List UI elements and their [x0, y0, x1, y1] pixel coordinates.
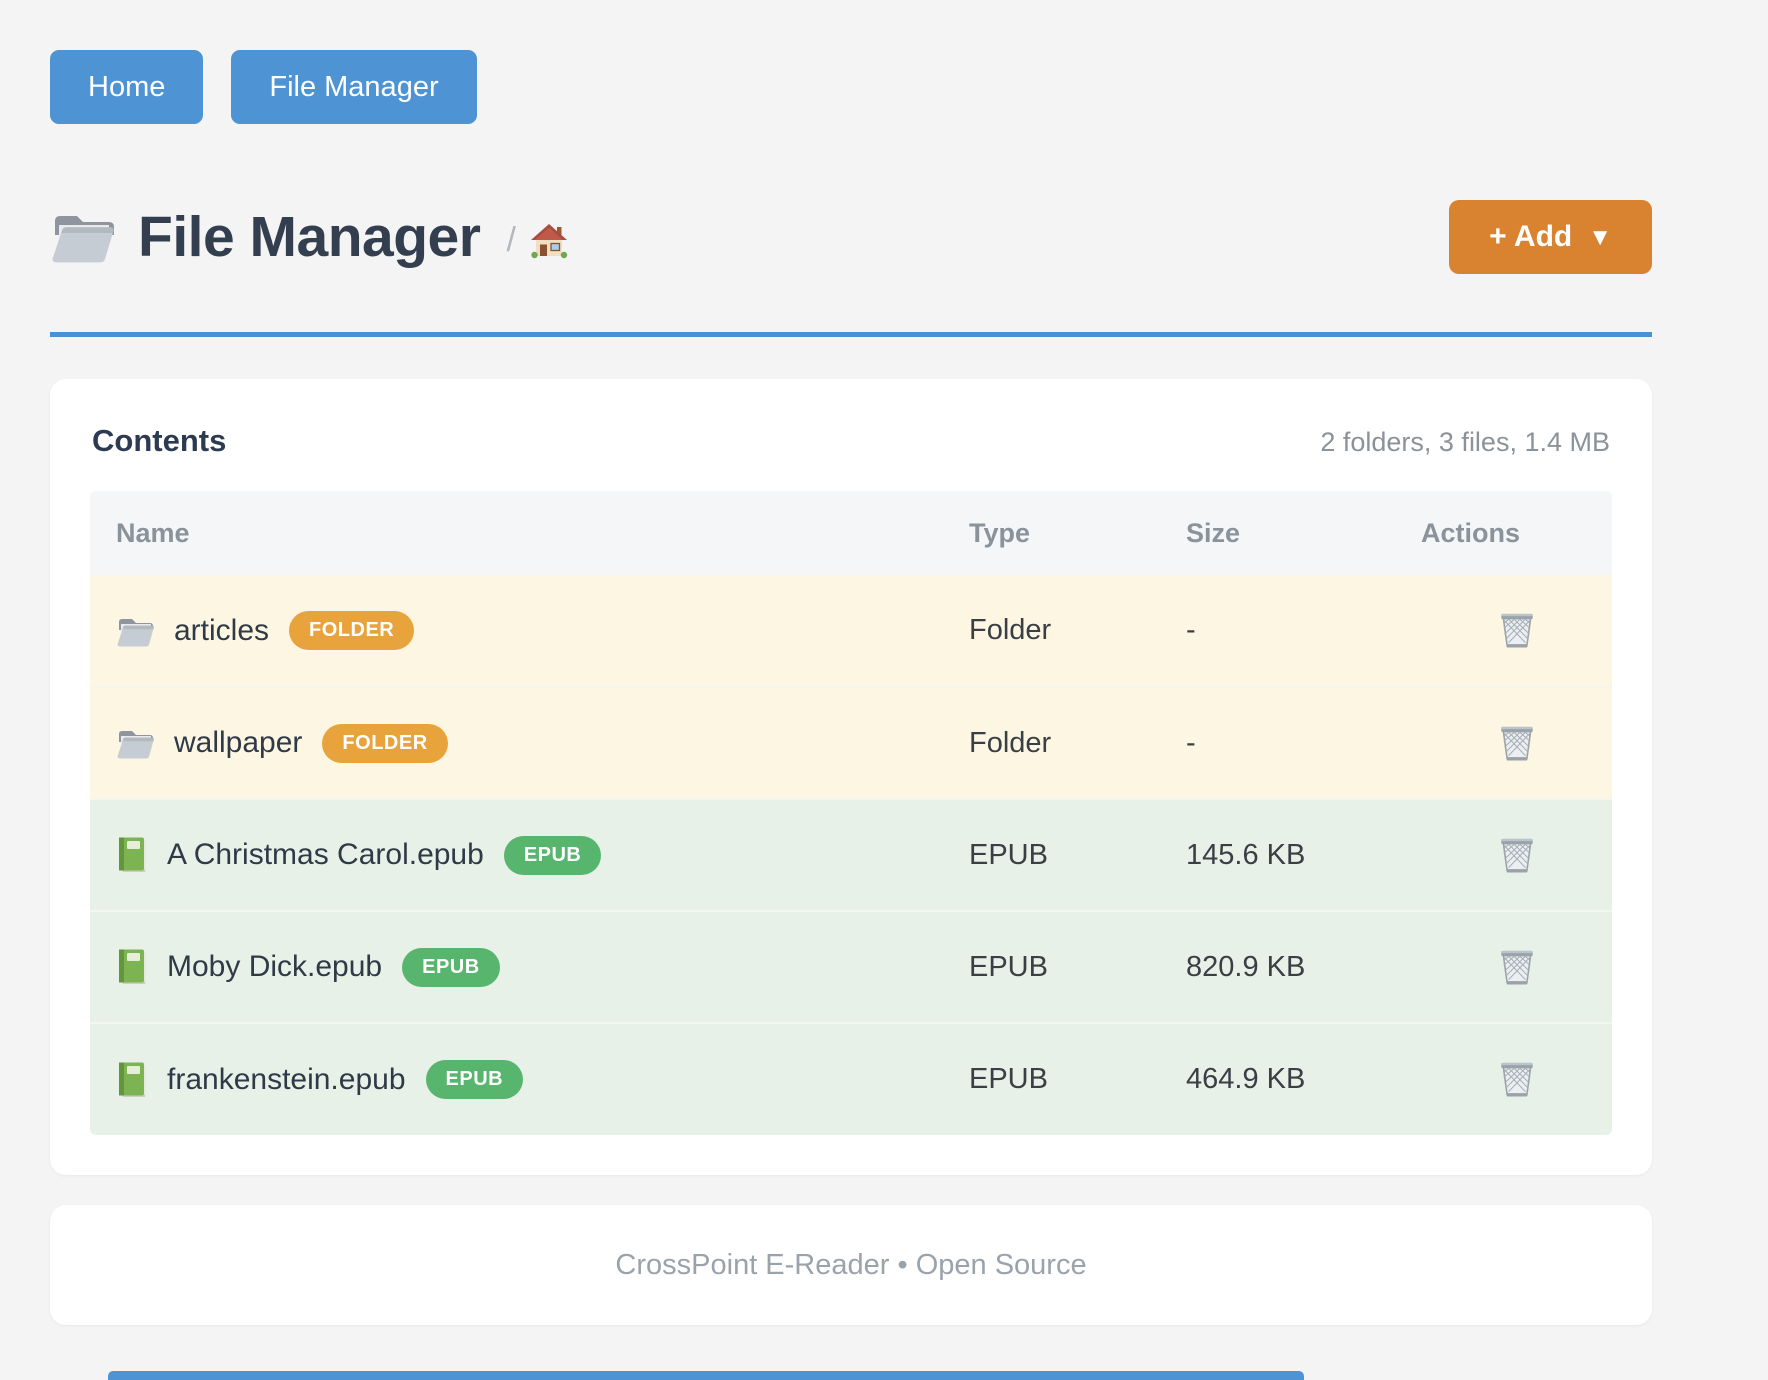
type-cell: EPUB [943, 798, 1160, 911]
top-nav: Home File Manager [50, 0, 1652, 124]
type-badge: EPUB [425, 1060, 524, 1099]
contents-summary: 2 folders, 3 files, 1.4 MB [1320, 427, 1610, 457]
table-row[interactable]: A Christmas Carol.epub EPUB EPUB 145.6 K… [90, 798, 1612, 911]
trash-icon [1494, 606, 1540, 655]
size-cell: - [1160, 686, 1395, 799]
delete-button[interactable] [1490, 827, 1544, 884]
type-badge: EPUB [503, 835, 602, 875]
folder-icon [116, 726, 156, 760]
delete-button[interactable] [1490, 939, 1544, 996]
trash-icon [1494, 831, 1540, 880]
type-badge: FOLDER [289, 611, 415, 650]
type-badge: FOLDER [322, 723, 448, 763]
type-cell: Folder [943, 686, 1160, 799]
trash-icon [1494, 719, 1540, 768]
trash-icon [1494, 943, 1540, 992]
green-book-icon [116, 836, 149, 874]
file-name: wallpaper [174, 726, 303, 759]
delete-button[interactable] [1490, 1051, 1544, 1108]
table-header-row: Name Type Size Actions [90, 491, 1612, 575]
table-row[interactable]: Moby Dick.epub EPUB EPUB 820.9 KB [90, 910, 1612, 1023]
breadcrumb-separator: / [506, 220, 516, 259]
add-button[interactable]: + Add ▼ [1449, 200, 1652, 274]
open-folder-icon [50, 209, 116, 265]
green-book-icon [116, 1061, 149, 1099]
header-divider [50, 332, 1652, 337]
table-row[interactable]: articles FOLDER Folder - [90, 575, 1612, 687]
type-cell: EPUB [943, 910, 1160, 1023]
file-name: Moby Dick.epub [167, 950, 383, 983]
table-row[interactable]: wallpaper FOLDER Folder - [90, 686, 1612, 799]
column-header-type: Type [943, 491, 1160, 575]
delete-button[interactable] [1490, 602, 1544, 659]
column-header-actions: Actions [1395, 491, 1612, 575]
house-icon[interactable] [530, 223, 568, 259]
contents-card: Contents 2 folders, 3 files, 1.4 MB Name… [50, 379, 1652, 1175]
table-row[interactable]: frankenstein.epub EPUB EPUB 464.9 KB [90, 1022, 1612, 1135]
delete-button[interactable] [1490, 715, 1544, 772]
size-cell: 464.9 KB [1160, 1022, 1395, 1135]
add-button-label: + Add [1489, 220, 1573, 253]
green-book-icon [116, 948, 149, 986]
footer-card: CrossPoint E-Reader • Open Source [50, 1205, 1652, 1325]
type-cell: Folder [943, 575, 1160, 687]
column-header-name: Name [90, 491, 943, 575]
nav-file-manager-button[interactable]: File Manager [231, 50, 477, 124]
caret-down-icon: ▼ [1588, 224, 1612, 251]
partially-visible-blue-bar [108, 1371, 1304, 1380]
folder-icon [116, 614, 156, 648]
footer-text: CrossPoint E-Reader • Open Source [615, 1248, 1087, 1281]
size-cell: - [1160, 575, 1395, 687]
size-cell: 820.9 KB [1160, 910, 1395, 1023]
file-table: Name Type Size Actions [90, 491, 1612, 1135]
file-name: frankenstein.epub [167, 1062, 406, 1096]
contents-heading: Contents [92, 423, 227, 458]
size-cell: 145.6 KB [1160, 798, 1395, 911]
trash-icon [1494, 1055, 1540, 1104]
nav-home-button[interactable]: Home [50, 50, 204, 124]
type-cell: EPUB [943, 1022, 1160, 1135]
page-header: File Manager / + Add [50, 200, 1652, 274]
file-name: A Christmas Carol.epub [167, 838, 484, 871]
page-title: File Manager [138, 205, 481, 269]
file-name: articles [174, 613, 270, 647]
type-badge: EPUB [402, 947, 500, 987]
column-header-size: Size [1160, 491, 1395, 575]
